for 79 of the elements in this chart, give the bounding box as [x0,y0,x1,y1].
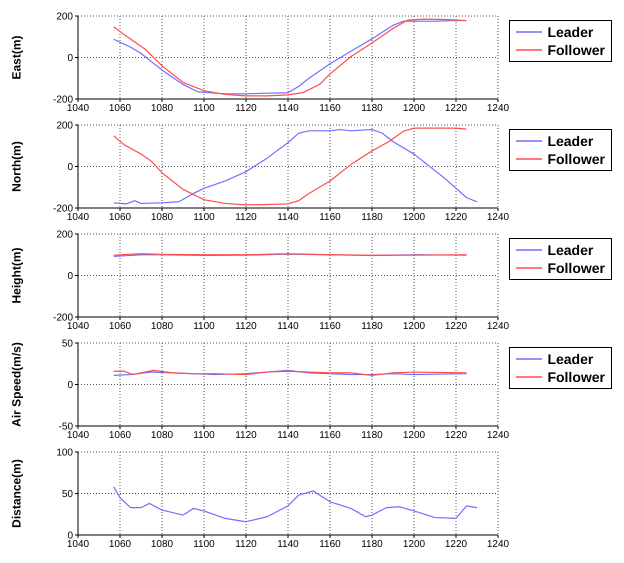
line-series [113,486,478,522]
y-tick-label: 100 [56,448,74,459]
x-tick-label: 1160 [319,103,342,114]
x-tick-label: 1060 [108,539,132,550]
x-tick-label: 1120 [235,430,258,442]
x-tick-label: 1100 [193,212,216,224]
y-tick-label: 200 [56,12,74,23]
x-tick-label: 1240 [486,430,510,442]
x-tick-label: 1240 [486,539,510,550]
x-tick-label: 1180 [361,430,384,442]
x-tick-label: 1240 [486,321,510,332]
x-tick-label: 1120 [235,321,258,332]
x-tick-label: 1200 [402,103,426,114]
x-tick-label: 1180 [361,321,384,332]
y-tick-label: 50 [62,489,74,500]
x-tick-label: 1140 [277,321,300,332]
x-tick-label: 1180 [361,103,384,114]
y-axis-title: North(m) [9,141,24,192]
x-tick-label: 1220 [444,103,468,114]
x-tick-label: 1120 [235,212,258,224]
legend-label: Follower [547,150,605,168]
x-tick-label: 1220 [444,539,468,550]
x-tick-label: 1160 [319,321,342,332]
x-tick-label: 1100 [193,321,216,332]
x-tick-label: 1140 [277,212,300,224]
y-axis-title: Height(m) [9,248,24,304]
y-axis-title: East(m) [9,35,24,80]
legend-label: Leader [547,350,594,368]
x-tick-label: 1100 [193,539,216,550]
y-tick-label: 0 [67,53,74,64]
x-tick-label: 1080 [150,212,174,224]
x-tick-label: 1240 [486,103,510,114]
y-tick-label: 0 [67,162,74,174]
x-tick-label: 1060 [108,212,132,224]
x-tick-label: 1040 [66,430,90,442]
x-tick-label: 1080 [150,103,174,114]
y-tick-label: 200 [56,230,74,241]
x-tick-label: 1080 [150,430,174,442]
y-tick-label: 0 [67,380,74,392]
x-tick-label: 1220 [444,430,468,442]
x-tick-label: 1160 [319,212,342,224]
x-tick-label: 1040 [66,539,90,550]
y-tick-label: 50 [62,338,74,350]
x-tick-label: 1080 [150,321,174,332]
x-tick-label: 1140 [277,103,300,114]
y-tick-label: 200 [56,120,74,132]
x-tick-label: 1200 [402,539,426,550]
x-tick-label: 1160 [319,539,342,550]
x-tick-label: 1220 [444,212,468,224]
x-tick-label: 1060 [108,430,132,442]
legend-label: Follower [547,41,605,59]
x-tick-label: 1200 [402,212,426,224]
legend-label: Leader [547,23,594,41]
x-tick-label: 1140 [277,539,300,550]
x-tick-label: 1060 [108,321,132,332]
x-tick-label: 1200 [402,321,426,332]
legend-label: Leader [547,132,594,150]
x-tick-label: 1140 [277,430,300,442]
x-tick-label: 1060 [108,103,132,114]
x-tick-label: 1200 [402,430,426,442]
legend-label: Leader [547,241,594,259]
x-tick-label: 1180 [361,212,384,224]
x-tick-label: 1100 [193,103,216,114]
x-tick-label: 1080 [150,539,174,550]
y-axis-title: Distance(m) [9,459,24,528]
x-tick-label: 1040 [66,212,90,224]
y-tick-label: 0 [67,271,74,282]
x-tick-label: 1160 [319,430,342,442]
legend-label: Follower [547,259,605,277]
x-tick-label: 1240 [486,212,510,224]
x-tick-label: 1100 [193,430,216,442]
legend-label: Follower [547,368,605,386]
y-axis-title: Air Speed(m/s) [9,342,24,427]
x-tick-label: 1120 [235,539,258,550]
x-tick-label: 1180 [361,539,384,550]
x-tick-label: 1220 [444,321,468,332]
x-tick-label: 1040 [66,103,90,114]
x-tick-label: 1120 [235,103,258,114]
x-tick-label: 1040 [66,321,90,332]
